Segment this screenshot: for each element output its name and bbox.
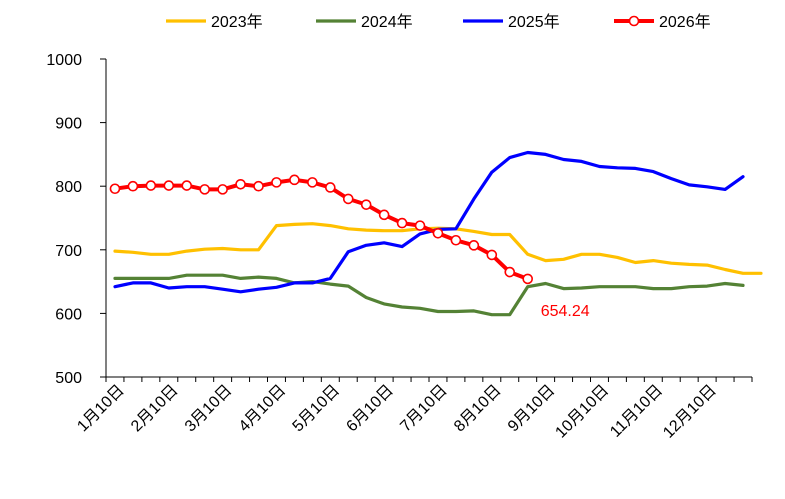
x-tick-label: 3月10日 [182,382,236,436]
data-point [127,180,139,192]
y-tick-label: 900 [55,116,82,133]
series-2026年 [109,174,533,285]
x-axis: 1月10日 2月10日 3月10日 4月10日 5月10日 6月10日 7月10日 8月10日… [74,376,753,442]
legend: 2023年 2024年 2025年 2026年 [166,13,711,31]
y-tick-label: 600 [55,306,82,323]
data-point [163,180,175,191]
data-point [432,227,444,239]
x-tick-label: 12月10日 [660,382,720,442]
series-2024年 [113,273,745,317]
data-point [342,193,354,205]
data-point [109,183,121,195]
data-point [468,240,480,251]
x-tick-label: 4月10日 [236,382,290,436]
legend-label: 2026年 [659,13,711,31]
data-point [289,174,300,186]
x-tick-label: 7月10日 [397,382,451,436]
data-point [450,234,462,246]
legend-item: 2023年 [166,13,263,31]
data-point [396,217,408,229]
data-point [486,249,498,261]
legend-label: 2025年 [508,13,560,31]
x-tick-label: 1月10日 [74,382,128,436]
legend-item: 2026年 [614,13,711,31]
y-tick-label: 700 [55,243,82,260]
x-tick-label: 9月10日 [505,382,559,436]
data-point [145,180,157,191]
data-point [271,177,282,188]
data-point [235,178,246,190]
data-point [253,180,264,192]
y-tick-label: 500 [55,370,82,387]
legend-item: 2025年 [463,13,560,31]
data-point [217,184,228,195]
y-tick-label: 800 [55,179,82,196]
legend-item: 2024年 [316,13,413,31]
data-point [378,209,390,221]
x-tick-label: 5月10日 [290,382,344,436]
data-point [181,180,193,191]
legend-label: 2024年 [361,13,413,31]
x-tick-label: 11月10日 [607,382,666,441]
series-layer [109,150,763,317]
data-point [360,199,372,210]
legend-marker [628,15,640,27]
series-line [113,150,745,294]
x-tick-label: 2月10日 [128,382,182,436]
data-label: 654.24 [541,303,590,320]
annotation-layer: 654.24 [541,303,590,320]
data-point [522,273,533,285]
x-tick-label: 8月10日 [451,382,505,436]
series-line [113,273,745,317]
y-axis: 500 600 700 800 900 1000 [46,52,107,387]
x-tick-label: 10月10日 [552,382,612,442]
data-point [504,266,516,278]
data-point [414,220,426,231]
legend-label: 2023年 [211,13,263,31]
data-point [325,182,336,193]
y-tick-label: 1000 [46,52,82,69]
series-2025年 [113,150,745,294]
data-point [307,177,318,188]
data-point [199,184,210,195]
x-tick-label: 6月10日 [343,382,397,436]
